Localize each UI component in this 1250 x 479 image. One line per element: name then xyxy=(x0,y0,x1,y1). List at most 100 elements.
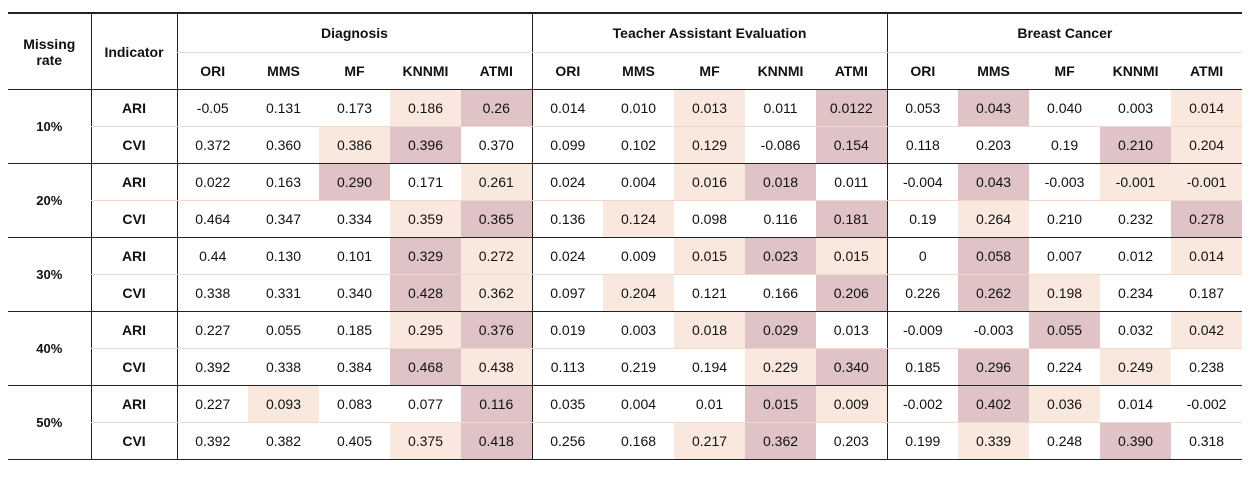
value-cell: 0.012 xyxy=(1100,237,1172,275)
value-cell: 0.210 xyxy=(1100,126,1172,164)
value-cell: 0.014 xyxy=(1100,385,1172,423)
value-cell: 0.004 xyxy=(603,163,675,201)
header-method-atmi: ATMI xyxy=(461,52,533,90)
value-cell: 0.053 xyxy=(886,89,959,127)
header-method-ori: ORI xyxy=(176,52,248,90)
table-row: CVI 0.392 0.382 0.405 0.375 0.418 0.256 0.168 0.… xyxy=(8,422,1243,460)
value-cell: 0.116 xyxy=(461,385,533,423)
indicator-cell: CVI xyxy=(90,274,177,312)
value-cell: 0.331 xyxy=(248,274,319,312)
value-cell: 0.010 xyxy=(603,89,675,127)
table-row: 20% ARI 0.022 0.163 0.290 0.171 0.261 0.024 0.00… xyxy=(8,163,1243,238)
value-cell: 0.232 xyxy=(1100,200,1172,238)
value-cell: 0.083 xyxy=(319,385,390,423)
value-cell: 0.019 xyxy=(531,311,604,349)
value-cell: 0.340 xyxy=(319,274,390,312)
value-cell: 0.118 xyxy=(886,126,959,164)
value-cell: 0.386 xyxy=(319,126,390,164)
value-cell: 0.227 xyxy=(176,385,248,423)
value-cell: 0.171 xyxy=(390,163,461,201)
value-cell: 0.375 xyxy=(390,422,461,460)
value-cell: 0.024 xyxy=(531,163,604,201)
value-cell: 0.19 xyxy=(886,200,959,238)
value-cell: 0.016 xyxy=(674,163,746,201)
value-cell: 0.264 xyxy=(958,200,1030,238)
value-cell: 0.011 xyxy=(816,163,888,201)
value-cell: 0.043 xyxy=(958,89,1030,127)
value-cell: 0.234 xyxy=(1100,274,1172,312)
value-cell: 0.154 xyxy=(816,126,888,164)
value-cell: 0.022 xyxy=(176,163,248,201)
value-cell: -0.001 xyxy=(1100,163,1172,201)
value-cell: 0.014 xyxy=(1171,237,1243,275)
header-dataset-teacher-assistant-evaluation: Teacher Assistant Evaluation xyxy=(531,12,888,53)
value-cell: 0.194 xyxy=(674,348,746,386)
indicator-cell: ARI xyxy=(90,237,177,275)
value-cell: 0.382 xyxy=(248,422,319,460)
value-cell: 0.219 xyxy=(603,348,675,386)
value-cell: 0.131 xyxy=(248,89,319,127)
value-cell: 0.204 xyxy=(603,274,675,312)
header-method-atmi: ATMI xyxy=(816,52,888,90)
value-cell: 0.295 xyxy=(390,311,461,349)
header-method-atmi: ATMI xyxy=(1171,52,1243,90)
value-cell: 0.014 xyxy=(1171,89,1243,127)
value-cell: 0.392 xyxy=(176,422,248,460)
value-cell: 0.036 xyxy=(1029,385,1101,423)
value-cell: 0.226 xyxy=(886,274,959,312)
value-cell: 0.248 xyxy=(1029,422,1101,460)
value-cell: 0.01 xyxy=(674,385,746,423)
value-cell: 0.166 xyxy=(745,274,817,312)
table-row: 40% ARI 0.227 0.055 0.185 0.295 0.376 0.019 0.00… xyxy=(8,311,1243,386)
header-method-mms: MMS xyxy=(603,52,675,90)
value-cell: -0.001 xyxy=(1171,163,1243,201)
value-cell: 0.029 xyxy=(745,311,817,349)
indicator-cell: CVI xyxy=(90,126,177,164)
value-cell: 0.009 xyxy=(816,385,888,423)
value-cell: 0.384 xyxy=(319,348,390,386)
value-cell: 0.013 xyxy=(816,311,888,349)
missing-rate-cell: 10% xyxy=(8,89,91,164)
value-cell: 0.238 xyxy=(1171,348,1243,386)
value-cell: 0.121 xyxy=(674,274,746,312)
value-cell: 0.468 xyxy=(390,348,461,386)
value-cell: 0.185 xyxy=(319,311,390,349)
indicator-cell: ARI xyxy=(90,163,177,201)
value-cell: 0.007 xyxy=(1029,237,1101,275)
value-cell: 0.19 xyxy=(1029,126,1101,164)
value-cell: -0.009 xyxy=(886,311,959,349)
value-cell: 0.097 xyxy=(531,274,604,312)
value-cell: 0.340 xyxy=(816,348,888,386)
value-cell: 0.372 xyxy=(176,126,248,164)
value-cell: 0.055 xyxy=(248,311,319,349)
value-cell: 0.44 xyxy=(176,237,248,275)
header-method-mms: MMS xyxy=(958,52,1030,90)
value-cell: 0 xyxy=(886,237,959,275)
value-cell: 0.014 xyxy=(531,89,604,127)
value-cell: 0.204 xyxy=(1171,126,1243,164)
header-row-datasets: Missing rate Indicator Diagnosis Teacher… xyxy=(8,12,1243,90)
value-cell: 0.199 xyxy=(886,422,959,460)
value-cell: 0.101 xyxy=(319,237,390,275)
missing-rate-cell: 30% xyxy=(8,237,91,312)
value-cell: 0.360 xyxy=(248,126,319,164)
indicator-cell: CVI xyxy=(90,422,177,460)
value-cell: 0.015 xyxy=(816,237,888,275)
value-cell: 0.043 xyxy=(958,163,1030,201)
value-cell: 0.129 xyxy=(674,126,746,164)
value-cell: 0.130 xyxy=(248,237,319,275)
value-cell: 0.113 xyxy=(531,348,604,386)
value-cell: 0.278 xyxy=(1171,200,1243,238)
value-cell: 0.329 xyxy=(390,237,461,275)
value-cell: -0.086 xyxy=(745,126,817,164)
value-cell: -0.003 xyxy=(958,311,1030,349)
value-cell: 0.093 xyxy=(248,385,319,423)
value-cell: 0.018 xyxy=(674,311,746,349)
indicator-cell: ARI xyxy=(90,89,177,127)
value-cell: 0.035 xyxy=(531,385,604,423)
header-method-mf: MF xyxy=(674,52,746,90)
value-cell: 0.058 xyxy=(958,237,1030,275)
value-cell: 0.099 xyxy=(531,126,604,164)
header-method-ori: ORI xyxy=(531,52,604,90)
header-method-knnmi: KNNMI xyxy=(390,52,461,90)
